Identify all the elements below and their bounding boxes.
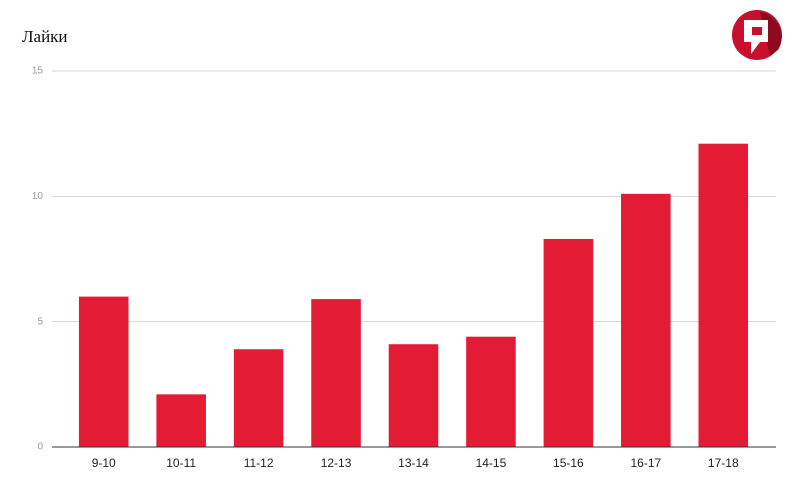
x-tick-label: 11-12 [244,456,274,470]
bar [543,238,594,447]
bar [388,344,439,447]
y-tick-label: 0 [37,442,43,453]
bar [233,349,284,447]
x-tick-label: 9-10 [92,456,116,470]
chart-title: Лайки [22,27,68,46]
bar [698,143,749,447]
y-tick-label: 15 [32,66,44,77]
y-tick-label: 5 [37,316,43,327]
x-tick-label: 12-13 [321,456,352,470]
x-tick-label: 10-11 [166,456,196,470]
x-tick-label: 17-18 [708,456,739,470]
x-tick-label: 13-14 [398,456,429,470]
x-tick-label: 16-17 [630,456,661,470]
bar [78,296,129,447]
y-tick-label: 10 [32,191,44,202]
x-tick-label: 15-16 [553,456,584,470]
bar [156,394,206,447]
logo [732,10,782,60]
bar [621,193,671,447]
bar [311,299,361,447]
x-tick-label: 14-15 [476,456,507,470]
bar [466,336,516,447]
